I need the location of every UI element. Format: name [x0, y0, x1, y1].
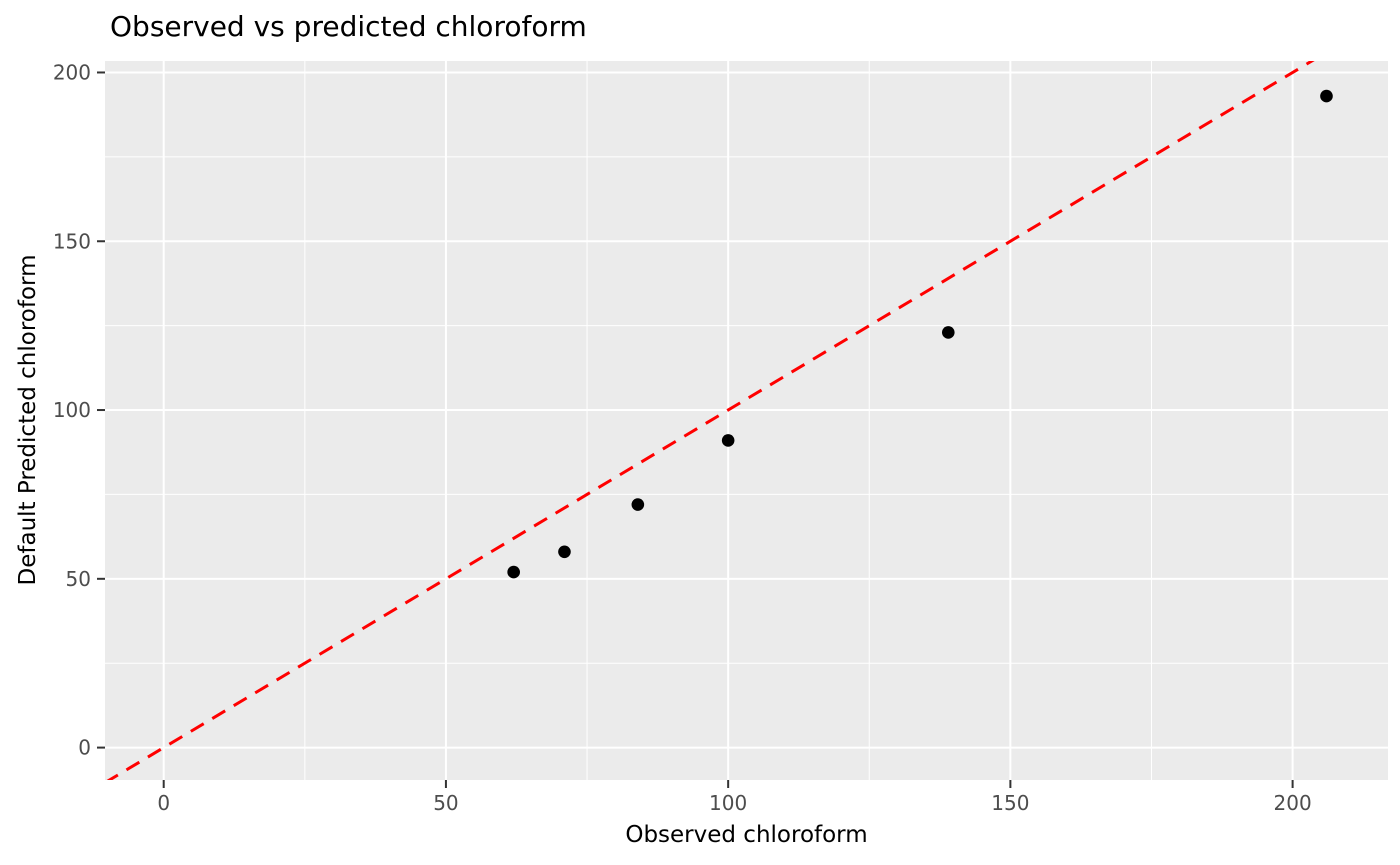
- x-tick-label: 200: [1274, 791, 1312, 815]
- x-tick-label: 50: [433, 791, 458, 815]
- data-point: [941, 326, 955, 339]
- x-tick-label: 100: [709, 791, 747, 815]
- plot-panel: [105, 61, 1388, 780]
- data-point: [631, 498, 645, 511]
- data-point: [558, 545, 571, 559]
- x-tick-label: 0: [157, 791, 170, 815]
- y-tick-label: 100: [53, 398, 91, 422]
- data-point: [1320, 89, 1333, 103]
- y-tick-label: 200: [53, 60, 91, 84]
- y-axis-title: Default Predicted chloroform: [15, 254, 41, 586]
- y-tick-label: 50: [66, 567, 91, 591]
- chart-title: Observed vs predicted chloroform: [110, 10, 587, 43]
- x-axis-title: Observed chloroform: [625, 822, 868, 848]
- y-tick-label: 150: [53, 229, 91, 253]
- data-point: [507, 565, 520, 579]
- x-tick-label: 150: [991, 791, 1029, 815]
- y-tick-label: 0: [78, 736, 91, 760]
- data-point: [721, 434, 735, 447]
